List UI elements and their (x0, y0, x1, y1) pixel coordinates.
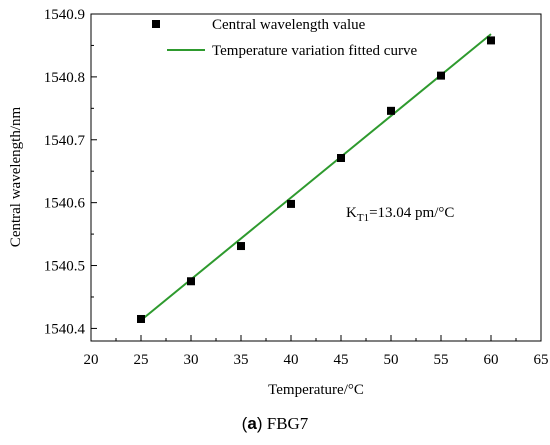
scatter-point (287, 199, 295, 208)
x-tick-label: 30 (184, 352, 199, 368)
legend-marker-square (152, 20, 160, 28)
scatter-point (137, 314, 145, 323)
legend: Central wavelength value Temperature var… (152, 17, 417, 59)
caption-text: FBG7 (266, 414, 309, 433)
scatter-points (137, 36, 495, 323)
slope-annotation-sub: T1 (357, 212, 369, 224)
x-tick-label: 45 (334, 352, 349, 368)
y-tick-label: 1540.4 (44, 321, 86, 337)
x-tick-label: 65 (534, 352, 549, 368)
x-tick-label: 50 (384, 352, 399, 368)
fit-line-group (140, 33, 492, 322)
y-tick-label: 1540.5 (44, 259, 85, 275)
figure-caption: (a) FBG7 (0, 414, 550, 434)
scatter-point (337, 154, 345, 163)
y-tick-label: 1540.7 (44, 133, 86, 149)
y-tick-label: 1540.8 (44, 70, 85, 86)
scatter-point (487, 36, 495, 45)
y-tick-labels: 1540.4 1540.5 1540.6 1540.7 1540.8 1540.9 (44, 7, 86, 337)
scatter-point (437, 71, 445, 80)
x-tick-label: 25 (134, 352, 149, 368)
slope-annotation: KT1=13.04 pm/°C (346, 205, 454, 224)
slope-annotation-main: K (346, 205, 357, 221)
legend-label-points: Central wavelength value (212, 17, 366, 33)
x-tick-labels: 20 25 30 35 40 45 50 55 60 65 (84, 352, 549, 368)
x-axis-title: Temperature/°C (268, 382, 364, 398)
axis-ticks (90, 13, 542, 341)
x-tick-label: 35 (234, 352, 249, 368)
slope-annotation-rest: =13.04 pm/°C (369, 205, 454, 221)
x-tick-label: 55 (434, 352, 449, 368)
scatter-point (187, 277, 195, 286)
y-tick-label: 1540.6 (44, 196, 86, 212)
fit-line (140, 33, 492, 322)
x-tick-label: 20 (84, 352, 99, 368)
y-tick-label: 1540.9 (44, 7, 85, 23)
y-axis-title: Central wavelength/nm (8, 106, 24, 247)
legend-label-fit: Temperature variation fitted curve (212, 43, 417, 59)
x-tick-label: 60 (484, 352, 499, 368)
x-tick-label: 40 (284, 352, 299, 368)
scatter-point (237, 242, 245, 251)
caption-tag: (a) (241, 414, 263, 433)
scatter-point (387, 106, 395, 115)
